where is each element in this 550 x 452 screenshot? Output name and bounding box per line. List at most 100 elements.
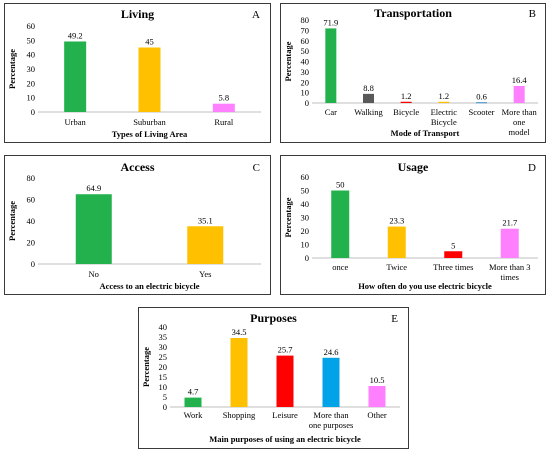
data-label: 49.2: [68, 30, 83, 40]
y-axis-title: Percentage: [283, 197, 293, 237]
x-axis-title: Types of Living Area: [112, 129, 188, 139]
data-label: 1.2: [401, 91, 412, 101]
x-category-label: Scooter: [469, 107, 495, 117]
panel-letter: C: [253, 162, 260, 174]
panel-frame: [280, 155, 546, 295]
bar: [331, 190, 350, 258]
panel-frame: [4, 155, 271, 295]
bar: [184, 397, 202, 407]
x-category-label: Urban: [65, 117, 87, 127]
y-tick-label: 40: [301, 57, 310, 67]
y-tick-label: 15: [159, 372, 168, 382]
data-label: 5: [451, 240, 455, 250]
x-category-label: Car: [325, 107, 337, 117]
y-tick-label: 35: [159, 332, 168, 342]
y-tick-label: 50: [301, 186, 310, 196]
x-category-label: Electric: [431, 107, 458, 117]
x-category-label: Rural: [214, 117, 234, 127]
data-label: 21.7: [502, 218, 517, 228]
y-axis-title: Percentage: [141, 347, 151, 387]
y-tick-label: 40: [159, 322, 168, 332]
panel-frame: [280, 3, 546, 143]
data-label: 4.7: [188, 387, 199, 397]
y-tick-label: 70: [301, 25, 310, 35]
bar: [363, 93, 374, 103]
y-tick-label: 20: [27, 238, 36, 248]
bar: [64, 41, 87, 113]
x-category-label: Other: [367, 410, 387, 420]
bar: [230, 338, 248, 407]
x-category-label: one: [513, 117, 526, 127]
x-category-label: one purposes: [309, 420, 354, 430]
data-label: 0.6: [476, 91, 487, 101]
data-label: 50: [336, 180, 345, 190]
x-category-label: Work: [184, 410, 203, 420]
data-label: 23.3: [389, 216, 404, 226]
x-category-label: More than 3: [489, 262, 531, 272]
y-tick-label: 10: [301, 88, 310, 98]
y-tick-label: 5: [163, 392, 167, 402]
y-tick-label: 60: [27, 195, 36, 205]
y-tick-label: 0: [305, 98, 309, 108]
x-category-label: No: [89, 269, 99, 279]
y-axis-title: Percentage: [283, 41, 293, 81]
chart-title: Purposes: [250, 311, 297, 325]
bar: [438, 101, 450, 103]
living-chart: Living A 0 10 20 30 40 50 60 Percentage 49.2 Urban 4…: [4, 3, 271, 143]
x-axis-title: Access to an electric bicycle: [99, 281, 199, 291]
y-tick-label: 0: [31, 107, 35, 117]
data-label: 45: [145, 37, 154, 47]
x-axis-title: Mode of Transport: [391, 128, 460, 138]
y-tick-label: 0: [305, 253, 309, 263]
y-tick-label: 80: [301, 15, 310, 25]
data-label: 64.9: [86, 183, 101, 193]
chart-title: Access: [121, 160, 155, 174]
y-tick-label: 40: [27, 216, 36, 226]
y-tick-label: 50: [27, 35, 36, 45]
data-label: 10.5: [370, 375, 385, 385]
bar: [138, 47, 161, 112]
x-category-label: More than: [313, 410, 349, 420]
y-tick-label: 50: [301, 46, 310, 56]
panel-frame: [138, 307, 409, 449]
x-category-label: Bicycle: [393, 107, 419, 117]
data-label: 24.6: [324, 347, 339, 357]
panel-frame: [4, 3, 271, 143]
bar: [212, 103, 235, 112]
data-label: 8.8: [363, 83, 374, 93]
bar: [187, 226, 224, 264]
panel-letter: A: [252, 9, 260, 21]
chart-title: Usage: [398, 160, 429, 174]
y-tick-label: 40: [301, 199, 310, 209]
data-label: 71.9: [323, 17, 338, 27]
x-axis-title: How often do you use electric bicycle: [358, 281, 492, 291]
x-category-label: Shopping: [223, 410, 256, 420]
data-label: 35.1: [198, 215, 213, 225]
x-category-label: model: [509, 127, 531, 137]
y-tick-label: 20: [27, 78, 36, 88]
y-tick-label: 30: [301, 67, 310, 77]
x-category-label: Three times: [433, 262, 473, 272]
y-tick-label: 20: [301, 77, 310, 87]
data-label: 5.8: [219, 93, 230, 103]
bar: [75, 194, 112, 264]
x-category-label: Yes: [199, 269, 211, 279]
panel-letter: E: [391, 313, 398, 325]
bar: [368, 386, 386, 407]
bar: [513, 85, 525, 103]
x-category-label: Leisure: [272, 410, 298, 420]
y-tick-label: 60: [301, 36, 310, 46]
bar: [387, 226, 406, 258]
x-category-label: Bicycle: [431, 117, 457, 127]
bar: [500, 228, 519, 258]
y-axis-title: Percentage: [7, 201, 17, 241]
y-tick-label: 0: [31, 259, 35, 269]
y-tick-label: 10: [159, 382, 168, 392]
x-category-label: Twice: [386, 262, 407, 272]
y-tick-label: 25: [159, 352, 168, 362]
usage-chart: Usage D 0 10 20 30 40 50 60 Percentage 50 once 23.3 T…: [280, 155, 546, 295]
y-tick-label: 40: [27, 50, 36, 60]
x-category-label: Suburban: [133, 117, 166, 127]
bar: [276, 355, 294, 407]
